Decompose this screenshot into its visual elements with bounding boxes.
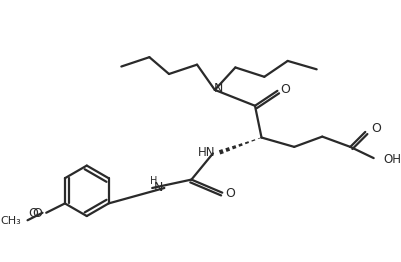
Text: O: O — [225, 187, 235, 200]
Text: N: N — [214, 83, 223, 95]
Text: H: H — [150, 177, 158, 187]
Text: N: N — [154, 181, 164, 194]
Text: O: O — [28, 207, 38, 220]
Text: O: O — [280, 83, 290, 96]
Text: OH: OH — [383, 152, 401, 166]
Text: HN: HN — [198, 146, 215, 159]
Text: CH₃: CH₃ — [0, 216, 21, 226]
Text: O: O — [371, 122, 381, 135]
Text: O: O — [32, 207, 42, 220]
